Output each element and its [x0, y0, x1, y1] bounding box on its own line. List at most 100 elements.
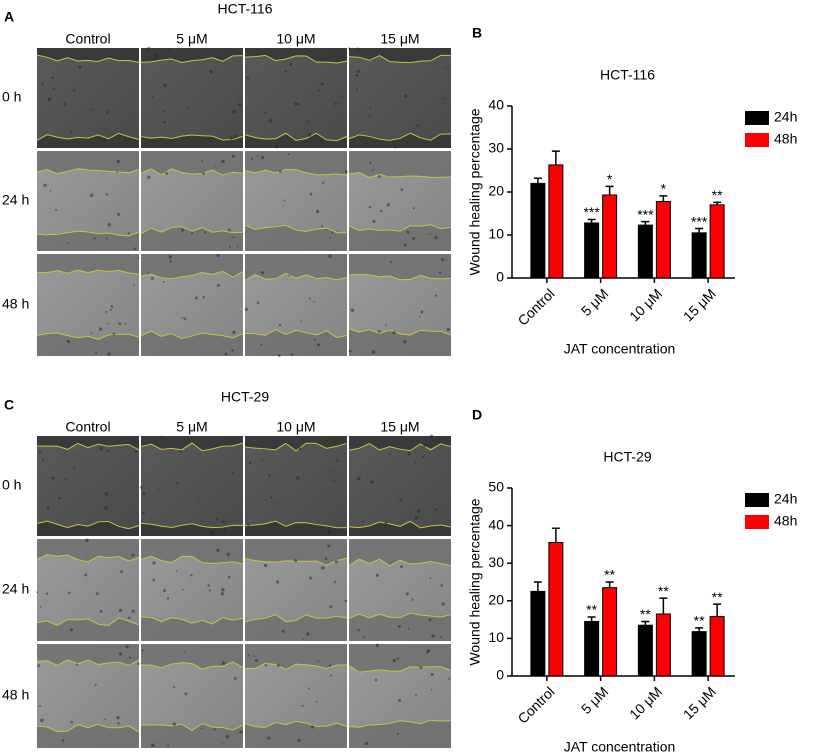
cell-dot [221, 741, 224, 744]
wound-edge [36, 520, 140, 530]
significance: ** [604, 567, 615, 583]
cell-dot [315, 209, 320, 213]
cell-layer [37, 521, 139, 536]
cell-dot [215, 518, 218, 521]
cell-dot [232, 109, 236, 114]
cell-dot [112, 332, 116, 336]
legend-swatch [745, 493, 769, 507]
wound-edge [140, 226, 244, 235]
cell-dot [207, 584, 211, 587]
cell-dot [261, 458, 264, 461]
micrograph [348, 539, 452, 641]
bar [602, 587, 618, 677]
cell-layer [349, 224, 451, 251]
cell-dot [448, 677, 451, 680]
cell-dot [301, 704, 304, 707]
cell-dot [254, 658, 259, 662]
cell-dot [329, 605, 333, 609]
cell-layer [141, 151, 243, 176]
cell-dot [344, 599, 348, 603]
cell-dot [93, 237, 96, 240]
cell-layer [141, 48, 243, 63]
cell-dot [430, 688, 433, 691]
cell-dot [227, 575, 231, 579]
x-tick-label: Control [514, 285, 557, 328]
significance: ** [586, 602, 597, 618]
wound-edge [348, 54, 452, 64]
error-bar [695, 227, 704, 233]
cell-dot [281, 629, 285, 633]
cell-dot [412, 207, 415, 210]
legend-swatch [745, 111, 769, 125]
cell-dot [117, 213, 121, 217]
cell-dot [315, 700, 318, 703]
legend-label: 48h [774, 513, 797, 529]
cell-dot [232, 235, 235, 238]
y-tick-label: 0 [496, 667, 504, 683]
cell-dot [42, 459, 44, 462]
cell-dot [370, 480, 374, 484]
cell-layer [37, 151, 139, 174]
cell-dot [329, 674, 332, 677]
cell-dot [357, 476, 361, 481]
cell-dot [147, 271, 150, 274]
cell-dot [73, 89, 76, 92]
cell-dot [57, 496, 61, 500]
column-label: 10 μM [276, 31, 315, 47]
cell-dot [256, 155, 259, 158]
wound-edge [244, 442, 348, 452]
cell-dot [213, 728, 216, 731]
cell-dot [331, 231, 334, 234]
wound-edge [244, 720, 348, 728]
error-bar [713, 201, 722, 205]
cell-dot [37, 664, 41, 668]
cell-dot [357, 628, 360, 632]
micrograph [36, 48, 140, 148]
cell-dot [182, 588, 184, 591]
cell-layer [349, 133, 451, 148]
significance: ** [694, 613, 705, 629]
micrograph [140, 151, 244, 251]
cell-layer [245, 329, 347, 356]
cell-dot [392, 331, 396, 335]
significance: ** [658, 583, 669, 599]
wound-edge [348, 224, 452, 232]
micrograph [348, 643, 452, 748]
cell-dot [247, 654, 250, 657]
cell-dot [52, 87, 55, 90]
cell-dot [348, 47, 351, 50]
cell-dot [415, 693, 418, 696]
cell-dot [98, 327, 103, 331]
column-label: 10 μM [276, 419, 315, 435]
cell-dot [116, 159, 121, 164]
micrograph [244, 254, 348, 357]
wound-edge [244, 132, 348, 142]
cell-dot [226, 552, 231, 557]
y-tick-label: 20 [488, 592, 504, 608]
cell-dot [64, 478, 68, 481]
cell-dot [412, 237, 416, 240]
cell-dot [104, 718, 106, 721]
significance: * [661, 181, 667, 197]
cell-dot [228, 245, 231, 248]
cell-layer [245, 521, 347, 536]
micrograph [36, 436, 140, 536]
cell-dot [278, 323, 282, 327]
cell-dot [66, 339, 71, 344]
cell-dot [84, 573, 88, 577]
cell-dot [131, 609, 135, 613]
cell-dot [362, 636, 365, 639]
cell-dot [288, 274, 291, 277]
cell-layer [141, 616, 243, 641]
cell-layer [37, 644, 139, 666]
cell-dot [190, 232, 194, 235]
micrograph [140, 253, 244, 356]
panel-title: HCT-29 [221, 389, 269, 405]
cell-dot [110, 134, 113, 137]
micrograph-bg [141, 48, 243, 148]
cell-dot [162, 280, 165, 283]
cell-dot [78, 65, 82, 70]
cell-layer [141, 331, 243, 356]
micrograph [348, 151, 452, 251]
